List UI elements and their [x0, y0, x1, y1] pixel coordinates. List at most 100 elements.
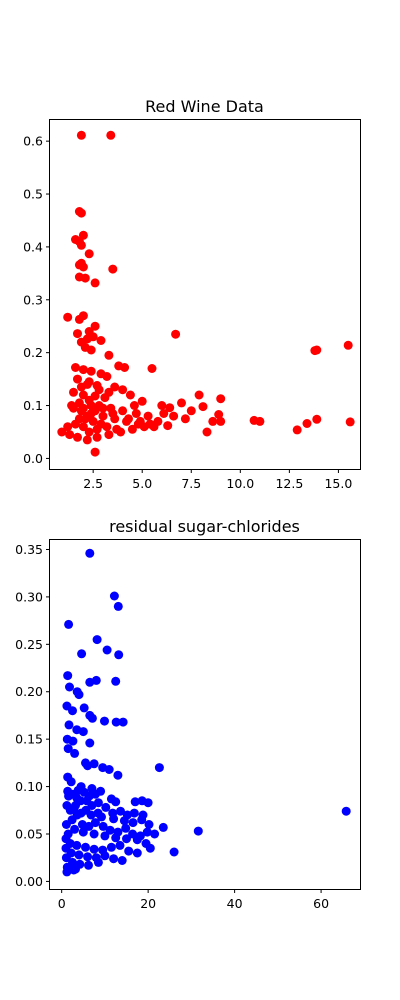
- data-point: [86, 345, 96, 355]
- data-point: [76, 382, 86, 392]
- data-point: [135, 416, 145, 426]
- data-point: [194, 390, 204, 400]
- data-point: [89, 829, 99, 839]
- data-point: [165, 403, 175, 413]
- data-point: [180, 414, 190, 424]
- data-point: [129, 808, 139, 818]
- data-point: [113, 827, 123, 837]
- data-point: [145, 843, 155, 853]
- data-point: [63, 829, 73, 839]
- data-point: [98, 403, 108, 413]
- data-point: [113, 770, 123, 780]
- data-point: [135, 831, 145, 841]
- y-tick-label: 0.35: [15, 542, 43, 557]
- data-point: [78, 422, 88, 432]
- y-tick-label: 0.10: [15, 779, 43, 794]
- y-axis: 0.0 0.1 0.2 0.3 0.4 0.5 0.6: [23, 134, 50, 466]
- data-point: [82, 411, 92, 421]
- data-point: [122, 834, 131, 844]
- data-point: [108, 808, 118, 818]
- y-tick-label: 0.0: [23, 451, 43, 466]
- data-point: [89, 844, 99, 854]
- data-point: [68, 706, 77, 716]
- data-point: [118, 717, 128, 727]
- data-point: [115, 840, 125, 850]
- data-point: [76, 796, 86, 806]
- y-tick-label: 0.3: [23, 292, 43, 307]
- data-point: [64, 619, 74, 629]
- data-point: [100, 851, 110, 861]
- data-point: [169, 847, 179, 857]
- data-point: [85, 548, 95, 558]
- data-point: [216, 394, 226, 404]
- data-point: [208, 416, 218, 426]
- data-point: [100, 716, 109, 726]
- x-tick-label: 60: [313, 896, 329, 911]
- data-point: [76, 208, 86, 218]
- data-point: [214, 410, 224, 419]
- scatter-points: [61, 548, 351, 877]
- data-point: [202, 427, 212, 437]
- data-point: [125, 390, 135, 400]
- data-point: [89, 759, 99, 769]
- data-point: [105, 825, 115, 835]
- data-point: [92, 424, 102, 434]
- data-point: [312, 414, 322, 424]
- x-tick-label: 15.0: [324, 476, 352, 491]
- data-point: [106, 130, 116, 140]
- data-point: [154, 763, 164, 773]
- data-point: [129, 401, 139, 410]
- data-point: [127, 424, 137, 434]
- data-point: [143, 411, 153, 421]
- data-point: [157, 401, 167, 410]
- x-axis: 0 20 40 60: [58, 889, 329, 911]
- y-tick-label: 0.05: [15, 826, 43, 841]
- data-point: [111, 717, 121, 727]
- data-point: [61, 853, 71, 863]
- data-point: [91, 675, 101, 685]
- data-point: [163, 421, 173, 431]
- data-point: [76, 130, 86, 140]
- data-point: [88, 416, 98, 426]
- y-tick-label: 0.6: [23, 134, 43, 149]
- x-tick-label: 0: [58, 896, 66, 911]
- data-point: [78, 365, 88, 375]
- data-point: [186, 406, 196, 416]
- chart-residual-sugar-chlorides: residual sugar-chlorides 0 20 40 60 0.000.0…: [15, 517, 361, 911]
- data-point: [79, 703, 89, 713]
- data-point: [71, 363, 80, 372]
- data-point: [92, 432, 102, 442]
- data-point: [85, 738, 95, 748]
- data-point: [111, 676, 121, 686]
- data-point: [63, 312, 73, 322]
- data-point: [76, 240, 86, 250]
- data-point: [143, 798, 153, 808]
- data-point: [68, 736, 78, 746]
- data-point: [74, 850, 84, 860]
- plot-frame: [49, 539, 361, 890]
- data-point: [114, 650, 124, 660]
- data-point: [78, 390, 88, 400]
- data-point: [292, 425, 302, 435]
- data-point: [108, 409, 118, 418]
- x-tick-label: 12.5: [275, 476, 303, 491]
- data-point: [57, 427, 67, 437]
- data-point: [124, 846, 134, 856]
- data-point: [78, 403, 88, 413]
- data-point: [62, 867, 72, 877]
- data-point: [106, 842, 116, 852]
- data-point: [113, 601, 123, 611]
- data-point: [90, 447, 100, 457]
- data-point: [86, 401, 96, 410]
- data-point: [87, 713, 97, 723]
- data-point: [109, 591, 119, 601]
- data-point: [112, 424, 122, 434]
- data-point: [90, 278, 100, 288]
- data-point: [73, 329, 82, 339]
- data-point: [98, 411, 108, 421]
- data-point: [67, 401, 77, 410]
- data-point: [198, 402, 208, 412]
- y-tick-label: 0.1: [23, 398, 43, 413]
- chart-title: Red Wine Data: [145, 97, 264, 116]
- data-point: [128, 829, 138, 839]
